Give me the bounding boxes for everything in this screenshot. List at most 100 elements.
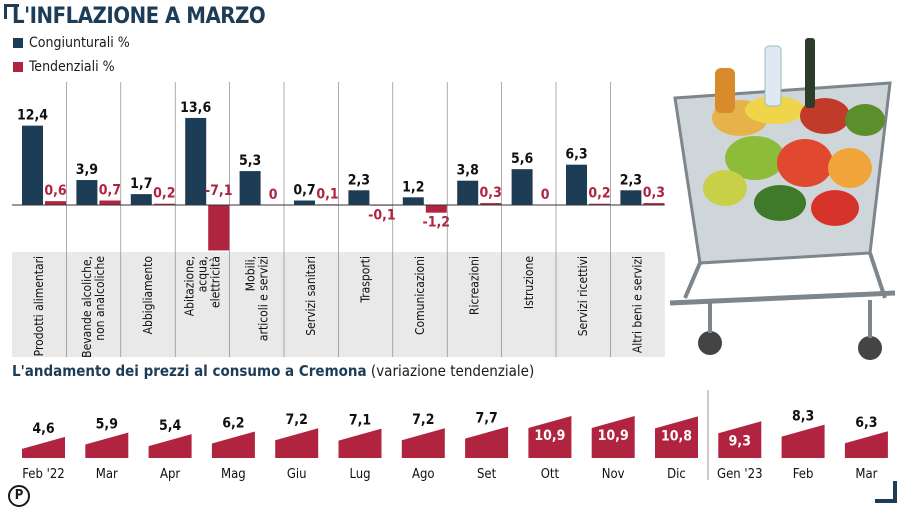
- label-tendenziali-ricreazioni: 0,3: [480, 185, 502, 201]
- category-label-trasporti: Trasporti: [359, 256, 373, 304]
- category-label-mobili-articoli-e-servizi: Mobili,: [243, 256, 257, 291]
- trend-label-13: 6,3: [855, 415, 877, 431]
- publisher-logo: P: [8, 485, 30, 507]
- category-label-abitazione-acqua-elettricit: elettricità: [208, 256, 222, 308]
- trend-category-5: Lug: [349, 467, 370, 482]
- label-congiunturali-mobili-articoli-e-servizi: 5,3: [239, 153, 261, 169]
- trend-category-2: Apr: [160, 467, 180, 482]
- trend-label-3: 6,2: [222, 416, 244, 432]
- label-congiunturali-istruzione: 5,6: [511, 151, 534, 167]
- corner-mark: [875, 481, 897, 503]
- label-congiunturali-trasporti: 2,3: [348, 172, 370, 188]
- trend-category-10: Dic: [667, 467, 686, 482]
- label-congiunturali-altri-beni-e-servizi: 2,3: [620, 172, 642, 188]
- trend-area-gen-23-11: [718, 421, 762, 458]
- category-label-bevande-alcoliche-non-analcoliche: Bevande alcoliche,: [80, 256, 94, 358]
- trend-category-8: Ott: [541, 467, 560, 482]
- label-tendenziali-trasporti: -0,1: [368, 208, 396, 224]
- trend-label-4: 7,2: [286, 412, 308, 428]
- trend-label-9: 10,9: [598, 428, 629, 444]
- bar-congiunturali-servizi-ricettivi: [566, 164, 587, 205]
- trend-area-lug-5: [338, 428, 382, 458]
- subtitle-note: (variazione tendenziale): [370, 362, 535, 380]
- trend-label-10: 10,8: [661, 428, 692, 444]
- category-label-mobili-articoli-e-servizi: articoli e servizi: [256, 256, 270, 341]
- label-tendenziali-servizi-ricettivi: 0,2: [588, 186, 610, 202]
- trend-area-feb-12: [781, 424, 825, 458]
- trend-area-feb-22-0: [22, 436, 65, 458]
- bar-congiunturali-prodotti-alimentari: [22, 125, 43, 205]
- label-congiunturali-comunicazioni: 1,2: [402, 179, 424, 195]
- trend-label-1: 5,9: [96, 417, 118, 433]
- trend-area-ott-8: [528, 416, 572, 458]
- bar-congiunturali-comunicazioni: [402, 197, 424, 205]
- label-tendenziali-abitazione-acqua-elettricit: -7,1: [205, 183, 233, 199]
- label-congiunturali-prodotti-alimentari: 12,4: [17, 108, 48, 124]
- trend-category-1: Mar: [96, 467, 118, 482]
- category-label-abitazione-acqua-elettricit: acqua,: [195, 256, 209, 292]
- label-congiunturali-servizi-ricettivi: 6,3: [565, 147, 587, 163]
- trend-label-7: 7,7: [475, 411, 497, 427]
- trend-area-mar-1: [85, 432, 129, 458]
- trend-category-0: Feb '22: [22, 467, 64, 482]
- category-label-abbigliamento: Abbigliamento: [141, 256, 155, 335]
- bar-tendenziali-ricreazioni: [480, 203, 502, 205]
- label-tendenziali-istruzione: 0: [541, 187, 550, 203]
- category-label-bevande-alcoliche-non-analcoliche: non analcoliche: [93, 256, 107, 341]
- legend-item-congiunturali: Congiunturali %: [13, 35, 130, 51]
- category-label-servizi-ricettivi: Servizi ricettivi: [576, 256, 590, 336]
- category-label-servizi-sanitari: Servizi sanitari: [304, 256, 318, 336]
- chart-title: L'INFLAZIONE A MARZO: [12, 4, 266, 29]
- trend-area-apr-2: [148, 434, 192, 458]
- trend-area-giu-4: [275, 428, 319, 458]
- trend-area-ago-6: [401, 428, 445, 458]
- trend-category-4: Giu: [287, 467, 307, 482]
- bar-tendenziali-servizi-ricettivi: [589, 203, 610, 205]
- label-tendenziali-prodotti-alimentari: 0,6: [44, 183, 67, 199]
- trend-label-12: 8,3: [792, 409, 814, 425]
- legend-swatch-tendenziali: [13, 62, 23, 72]
- bar-tendenziali-altri-beni-e-servizi: [643, 203, 665, 205]
- trend-category-7: Set: [477, 467, 497, 482]
- bar-congiunturali-istruzione: [511, 169, 533, 205]
- bar-congiunturali-mobili-articoli-e-servizi: [239, 171, 261, 205]
- bar-congiunturali-ricreazioni: [457, 180, 479, 205]
- bar-congiunturali-abitazione-acqua-elettricit: [185, 117, 207, 205]
- trend-label-0: 4,6: [32, 421, 55, 437]
- category-label-comunicazioni: Comunicazioni: [413, 256, 427, 335]
- trend-category-3: Mag: [221, 467, 246, 482]
- legend-swatch-congiunturali: [13, 38, 23, 48]
- bar-congiunturali-altri-beni-e-servizi: [620, 190, 642, 205]
- label-congiunturali-bevande-alcoliche-non-analcoliche: 3,9: [76, 162, 98, 178]
- category-label-abitazione-acqua-elettricit: Abitazione,: [182, 256, 196, 316]
- legend-label-congiunturali: Congiunturali %: [29, 35, 130, 51]
- trend-area-nov-9: [591, 416, 635, 458]
- label-tendenziali-comunicazioni: -1,2: [423, 215, 451, 231]
- bar-congiunturali-trasporti: [348, 190, 370, 205]
- trend-category-12: Feb: [793, 467, 814, 482]
- label-tendenziali-bevande-alcoliche-non-analcoliche: 0,7: [99, 183, 121, 199]
- bar-tendenziali-comunicazioni: [425, 205, 447, 213]
- trend-category-13: Mar: [855, 467, 877, 482]
- trend-category-11: Gen '23: [717, 467, 762, 482]
- label-tendenziali-mobili-articoli-e-servizi: 0: [269, 187, 278, 203]
- label-congiunturali-servizi-sanitari: 0,7: [293, 183, 315, 199]
- legend-item-tendenziali: Tendenziali %: [13, 59, 115, 75]
- bar-tendenziali-prodotti-alimentari: [45, 201, 66, 205]
- bar-tendenziali-abbigliamento: [153, 203, 175, 205]
- trend-area-mar-13: [844, 431, 888, 458]
- shopping-cart-illustration: [669, 38, 896, 360]
- trend-label-6: 7,2: [412, 412, 434, 428]
- legend-label-tendenziali: Tendenziali %: [29, 59, 115, 75]
- bar-congiunturali-abbigliamento: [130, 194, 152, 205]
- trend-area-set-7: [465, 426, 509, 458]
- bar-tendenziali-bevande-alcoliche-non-analcoliche: [99, 200, 121, 205]
- trend-label-2: 5,4: [159, 418, 182, 434]
- trend-area-mag-3: [211, 431, 255, 458]
- category-label-prodotti-alimentari: Prodotti alimentari: [32, 256, 46, 356]
- trend-area-dic-10: [655, 416, 698, 458]
- category-label-ricreazioni: Ricreazioni: [467, 256, 481, 315]
- category-label-istruzione: Istruzione: [522, 256, 536, 309]
- trend-category-6: Ago: [412, 467, 435, 482]
- trend-label-5: 7,1: [349, 413, 371, 429]
